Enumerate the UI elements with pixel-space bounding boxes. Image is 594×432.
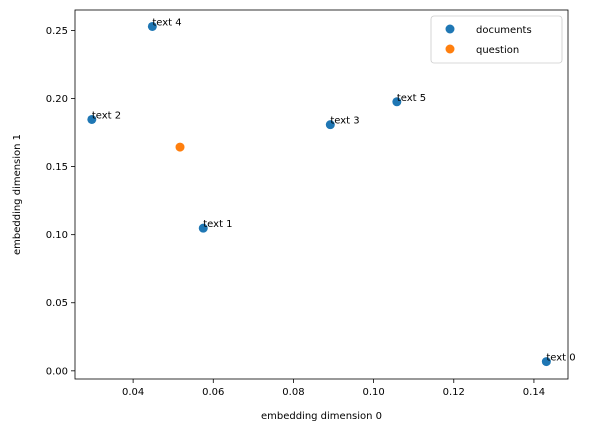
point-label: text 0 bbox=[546, 353, 575, 364]
legend-label-question: question bbox=[476, 45, 519, 56]
y-tick-label: 0.25 bbox=[46, 26, 68, 37]
legend-box bbox=[430, 15, 563, 64]
point-label: text 3 bbox=[330, 116, 359, 127]
legend-label-documents: documents bbox=[476, 25, 532, 36]
documents-point bbox=[325, 120, 335, 130]
point-label: text 4 bbox=[152, 17, 181, 28]
x-tick-label: 0.14 bbox=[523, 387, 545, 398]
y-tick-label: 0.05 bbox=[46, 298, 68, 309]
x-tick-label: 0.10 bbox=[362, 387, 384, 398]
point-label: text 1 bbox=[203, 219, 232, 230]
plot-frame bbox=[74, 9, 569, 380]
plot-area: 0.04 0.06 0.08 0.10 0.12 0.14 0.00 0.05 0.10 0.1… bbox=[46, 9, 576, 398]
point-label: text 2 bbox=[92, 110, 121, 121]
documents-point bbox=[87, 114, 97, 124]
legend-marker-question bbox=[445, 44, 455, 54]
x-tick-label: 0.08 bbox=[282, 387, 304, 398]
y-axis-label: embedding dimension 1 bbox=[12, 134, 23, 255]
y-tick-label: 0.10 bbox=[46, 230, 68, 241]
x-tick-label: 0.04 bbox=[122, 387, 144, 398]
point-label: text 5 bbox=[397, 93, 426, 104]
documents-point bbox=[147, 21, 157, 31]
x-axis-label: embedding dimension 0 bbox=[261, 411, 382, 422]
y-tick-label: 0.15 bbox=[46, 162, 68, 173]
documents-point bbox=[392, 97, 402, 107]
x-tick-label: 0.06 bbox=[202, 387, 224, 398]
y-tick-label: 0.00 bbox=[46, 366, 68, 377]
x-axis: 0.04 0.06 0.08 0.10 0.12 0.14 bbox=[122, 379, 545, 398]
legend-marker-documents bbox=[445, 24, 455, 34]
y-tick-label: 0.20 bbox=[46, 94, 68, 105]
legend: documents question bbox=[430, 15, 563, 64]
y-axis: 0.00 0.05 0.10 0.15 0.20 0.25 bbox=[46, 26, 75, 377]
question-point bbox=[175, 142, 185, 152]
documents-point bbox=[198, 223, 208, 233]
x-tick-label: 0.12 bbox=[443, 387, 465, 398]
documents-point bbox=[541, 357, 551, 367]
data-points: text 0 text 1 text 2 text 3 text 4 text 5 bbox=[87, 17, 576, 367]
